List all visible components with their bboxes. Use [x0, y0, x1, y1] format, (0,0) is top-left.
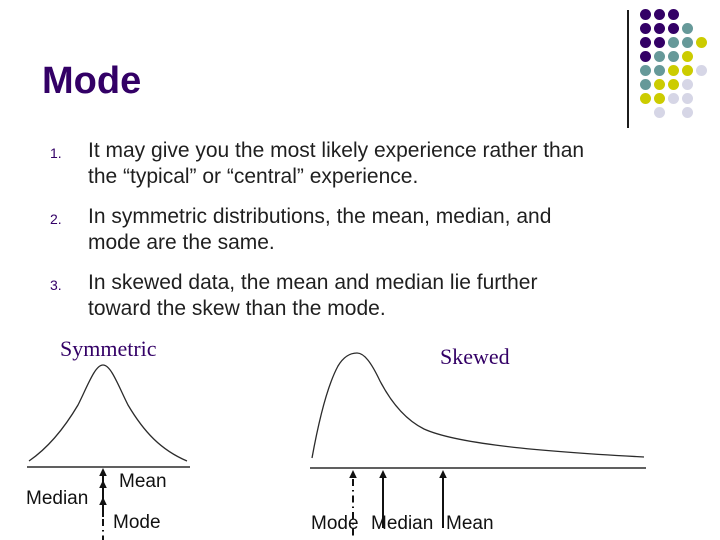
symmetric-mean-label: Mean — [119, 471, 167, 492]
skewed-mean-arrowhead — [439, 470, 447, 478]
deco-dot — [640, 79, 651, 90]
deco-dot — [668, 93, 679, 104]
symmetric-median-label: Median — [26, 488, 89, 509]
deco-dot — [654, 9, 665, 20]
deco-dot — [682, 51, 693, 62]
deco-dot-empty — [668, 107, 679, 118]
numbered-list: 1. It may give you the most likely exper… — [50, 138, 670, 336]
deco-dot — [654, 51, 665, 62]
symmetric-mean-arrowhead — [99, 468, 107, 476]
deco-dot-empty — [696, 23, 707, 34]
list-item: 2. In symmetric distributions, the mean,… — [50, 204, 670, 256]
list-item-line: mode are the same. — [88, 231, 275, 254]
skewed-mode-label: Mode — [311, 513, 359, 534]
symmetric-mode-label: Mode — [113, 512, 161, 533]
deco-dot — [640, 23, 651, 34]
list-item-number: 3. — [50, 277, 62, 293]
list-item-number: 1. — [50, 145, 62, 161]
deco-dot-empty — [696, 79, 707, 90]
deco-dot — [668, 65, 679, 76]
deco-dot — [654, 107, 665, 118]
deco-dot — [640, 93, 651, 104]
decorative-vertical-line — [627, 10, 629, 128]
decorative-dot-grid — [640, 9, 710, 121]
deco-dot-empty — [696, 9, 707, 20]
list-item-text: In skewed data, the mean and median lie … — [88, 270, 537, 322]
deco-dot — [668, 9, 679, 20]
list-item-text: It may give you the most likely experien… — [88, 138, 584, 190]
deco-dot — [696, 65, 707, 76]
list-item-number: 2. — [50, 211, 62, 227]
deco-dot-empty — [696, 51, 707, 62]
deco-dot — [654, 93, 665, 104]
deco-dot-empty — [696, 93, 707, 104]
deco-dot-empty — [696, 107, 707, 118]
list-item-line: toward the skew than the mode. — [88, 297, 386, 320]
list-item-line: It may give you the most likely experien… — [88, 139, 585, 162]
deco-dot — [668, 79, 679, 90]
deco-dot — [640, 65, 651, 76]
list-item: 1. It may give you the most likely exper… — [50, 138, 670, 190]
list-item-line: the “typical” or “central” experience. — [88, 165, 419, 188]
deco-dot — [682, 107, 693, 118]
skewed-diagram-title: Skewed — [440, 344, 510, 369]
deco-dot — [668, 23, 679, 34]
deco-dot — [682, 79, 693, 90]
deco-dot — [682, 93, 693, 104]
deco-dot — [654, 23, 665, 34]
skewed-median-label: Median — [371, 513, 434, 534]
symmetric-median-arrowhead — [99, 480, 107, 488]
list-item-line: In skewed data, the mean and median lie … — [88, 271, 538, 294]
deco-dot — [682, 65, 693, 76]
deco-dot — [682, 23, 693, 34]
deco-dot — [654, 37, 665, 48]
deco-dot — [668, 37, 679, 48]
deco-dot — [668, 51, 679, 62]
deco-dot — [640, 37, 651, 48]
skewed-median-arrowhead — [379, 470, 387, 478]
deco-dot — [654, 79, 665, 90]
deco-dot — [682, 37, 693, 48]
deco-dot — [640, 9, 651, 20]
skewed-mean-label: Mean — [446, 513, 494, 534]
deco-dot — [696, 37, 707, 48]
deco-dot-empty — [640, 107, 651, 118]
deco-dot-empty — [682, 9, 693, 20]
list-item: 3. In skewed data, the mean and median l… — [50, 270, 670, 322]
list-item-line: In symmetric distributions, the mean, me… — [88, 205, 552, 228]
symmetric-diagram-title: Symmetric — [60, 336, 157, 361]
deco-dot — [640, 51, 651, 62]
slide-title: Mode — [42, 60, 142, 102]
skewed-mode-arrowhead — [349, 470, 357, 478]
symmetric-mode-arrowhead — [99, 497, 107, 505]
symmetric-curve — [28, 364, 188, 462]
list-item-text: In symmetric distributions, the mean, me… — [88, 204, 551, 256]
deco-dot — [654, 65, 665, 76]
